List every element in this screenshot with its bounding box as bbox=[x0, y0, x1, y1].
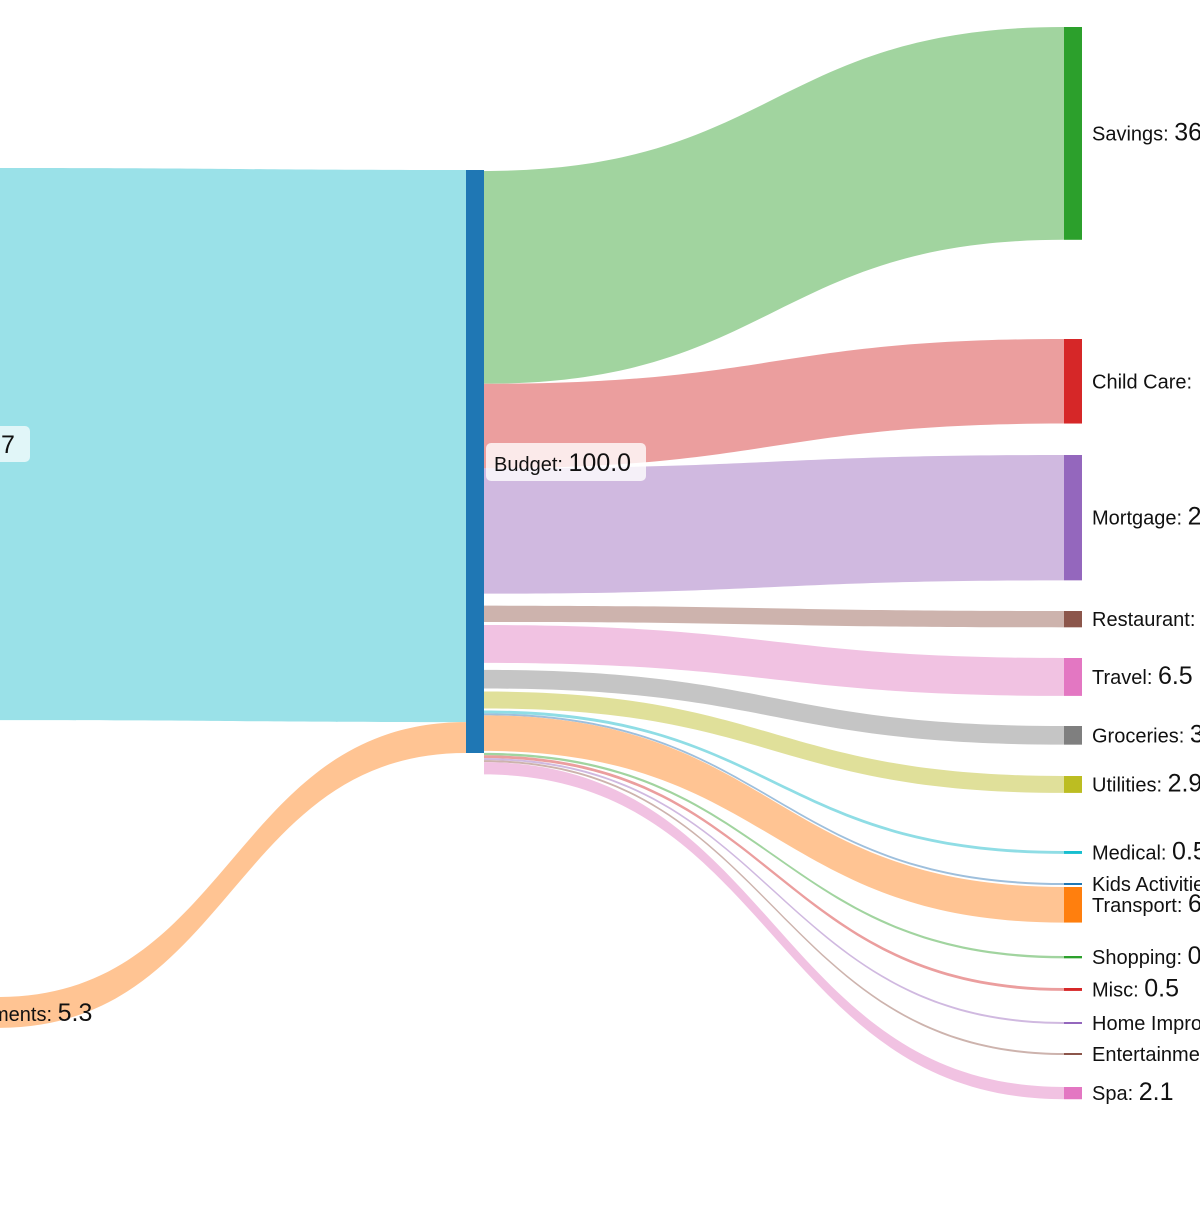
label-spa: Spa: 2.1 bbox=[1092, 1078, 1173, 1106]
label-groceries-name: Groceries bbox=[1092, 725, 1179, 747]
label-entertainme-name: Entertainme bbox=[1092, 1044, 1200, 1066]
node-kids-activitie[interactable] bbox=[1064, 883, 1082, 885]
node-restaurant[interactable] bbox=[1064, 611, 1082, 627]
label-savings-name: Savings bbox=[1092, 123, 1163, 145]
node-misc[interactable] bbox=[1064, 988, 1082, 991]
label-utilities: Utilities: 2.9 bbox=[1092, 769, 1200, 797]
node-home-impro[interactable] bbox=[1064, 1022, 1082, 1024]
label-misc: Misc: 0.5 bbox=[1092, 974, 1179, 1002]
link-ments-to-budget[interactable] bbox=[0, 722, 466, 1028]
label-medical-value: 0.5 bbox=[1172, 837, 1200, 865]
node-groceries[interactable] bbox=[1064, 726, 1082, 745]
source-investments-label: ments: 5.3 bbox=[0, 999, 92, 1027]
label-separator: : bbox=[1163, 123, 1174, 145]
label-transport-name: Transport bbox=[1092, 895, 1177, 917]
label-travel-name: Travel bbox=[1092, 667, 1147, 689]
label-kids-activitie: Kids Activitie: bbox=[1092, 874, 1200, 896]
label-separator: : bbox=[1156, 774, 1167, 796]
node-savings[interactable] bbox=[1064, 27, 1082, 240]
label-separator: : bbox=[1177, 947, 1188, 969]
label-savings-value: 36 bbox=[1174, 118, 1200, 146]
links-layer bbox=[0, 27, 1064, 1099]
label-child-care: Child Care: bbox=[1092, 371, 1192, 393]
label-mortgage-value: 2 bbox=[1188, 503, 1200, 531]
hub-name: Budget bbox=[494, 454, 558, 476]
label-separator: : bbox=[1177, 508, 1188, 530]
label-kids-activitie-name: Kids Activitie bbox=[1092, 874, 1200, 896]
label-shopping: Shopping: 0 bbox=[1092, 942, 1200, 970]
label-separator: : bbox=[1190, 609, 1196, 631]
source-income-value: .7 bbox=[0, 431, 15, 459]
label-separator: : bbox=[1179, 725, 1190, 747]
label-groceries-value: 3 bbox=[1190, 720, 1200, 748]
source-investments-value: 5.3 bbox=[58, 999, 93, 1027]
hub-value: 100.0 bbox=[569, 449, 632, 477]
label-spa-value: 2.1 bbox=[1139, 1078, 1174, 1106]
node-shopping[interactable] bbox=[1064, 956, 1082, 958]
label-separator: : bbox=[1186, 371, 1192, 393]
label-medical-name: Medical bbox=[1092, 842, 1161, 864]
label-separator: : bbox=[1147, 667, 1158, 689]
node-entertainme[interactable] bbox=[1064, 1053, 1082, 1055]
source-investments-name: ments bbox=[0, 1004, 46, 1026]
link-budget-to-misc[interactable] bbox=[484, 755, 1064, 991]
label-transport-value: 6 bbox=[1188, 890, 1200, 918]
link-budget-to-savings[interactable] bbox=[484, 27, 1064, 384]
label-child-care-name: Child Care bbox=[1092, 371, 1186, 393]
label-shopping-name: Shopping bbox=[1092, 947, 1177, 969]
node-spa[interactable] bbox=[1064, 1087, 1082, 1099]
hub-label: Budget: 100.0 bbox=[494, 449, 631, 477]
label-home-impro-name: Home Impro bbox=[1092, 1013, 1200, 1035]
label-home-impro: Home Impro: bbox=[1092, 1013, 1200, 1035]
link-income-to-budget[interactable] bbox=[0, 168, 466, 722]
link-budget-to-restaurant[interactable] bbox=[484, 606, 1064, 628]
node-budget[interactable] bbox=[466, 170, 484, 753]
label-utilities-name: Utilities bbox=[1092, 774, 1156, 796]
node-transport[interactable] bbox=[1064, 887, 1082, 923]
node-medical[interactable] bbox=[1064, 851, 1082, 854]
label-separator: : bbox=[1128, 1083, 1139, 1105]
label-medical: Medical: 0.5 bbox=[1092, 837, 1200, 865]
label-mortgage-name: Mortgage bbox=[1092, 508, 1177, 530]
label-separator: : bbox=[1133, 979, 1144, 1001]
node-child-care[interactable] bbox=[1064, 339, 1082, 424]
label-spa-name: Spa bbox=[1092, 1083, 1128, 1105]
node-utilities[interactable] bbox=[1064, 776, 1082, 793]
label-separator: : bbox=[1177, 895, 1188, 917]
label-restaurant-name: Restaurant bbox=[1092, 609, 1190, 631]
label-shopping-value: 0 bbox=[1188, 942, 1200, 970]
label-groceries: Groceries: 3 bbox=[1092, 720, 1200, 748]
label-separator: : bbox=[1161, 842, 1172, 864]
node-mortgage[interactable] bbox=[1064, 455, 1082, 580]
label-restaurant: Restaurant: bbox=[1092, 609, 1195, 631]
source-income-label: .7 bbox=[0, 431, 15, 459]
node-travel[interactable] bbox=[1064, 658, 1082, 696]
label-transport: Transport: 6 bbox=[1092, 890, 1200, 918]
label-misc-name: Misc bbox=[1092, 979, 1133, 1001]
label-savings: Savings: 36 bbox=[1092, 118, 1200, 146]
label-travel-value: 6.5 bbox=[1158, 662, 1193, 690]
label-travel: Travel: 6.5 bbox=[1092, 662, 1193, 690]
label-mortgage: Mortgage: 2 bbox=[1092, 503, 1200, 531]
label-misc-value: 0.5 bbox=[1144, 974, 1179, 1002]
label-utilities-value: 2.9 bbox=[1168, 769, 1200, 797]
label-entertainme: Entertainme: bbox=[1092, 1044, 1200, 1066]
